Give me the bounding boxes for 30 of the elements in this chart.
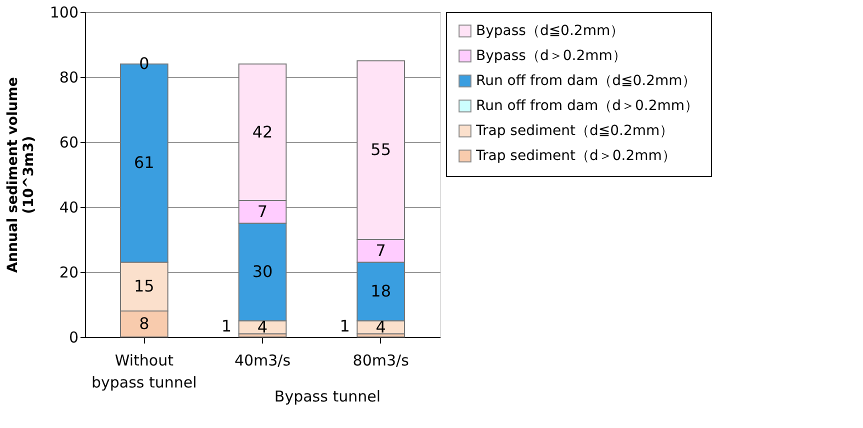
data-label: 7 — [376, 240, 386, 260]
y-tick-label: 100 — [50, 4, 78, 22]
y-tick-label: 40 — [59, 198, 78, 216]
data-label: 4 — [257, 317, 268, 336]
y-tick-label: 20 — [59, 264, 78, 282]
data-label: 1 — [221, 316, 232, 336]
legend-label: Bypass（d≦0.2mm） — [476, 23, 624, 39]
x-tick-label: 80m3/s — [352, 352, 410, 370]
data-label: 15 — [134, 276, 154, 296]
data-label: 8 — [139, 314, 150, 333]
data-label: 4 — [376, 317, 386, 336]
data-label: 30 — [252, 262, 273, 281]
y-tick-label: 60 — [59, 134, 78, 152]
data-label: 18 — [370, 282, 392, 300]
data-label: 7 — [257, 202, 268, 221]
data-label: 55 — [370, 140, 392, 160]
x-tick-label: 40m3/s — [234, 352, 291, 370]
data-label: 61 — [134, 153, 154, 172]
x-axis-title: Bypass tunnel — [274, 388, 380, 406]
x-tick-label: Without bypass tunnel — [92, 352, 197, 392]
y-tick-label: 0 — [68, 328, 78, 346]
legend-label: Trap sediment（d＞0.2mm） — [475, 148, 676, 164]
data-label: 1 — [340, 316, 350, 336]
y-tick-label: 80 — [59, 68, 78, 86]
legend-label: Run off from dam（d≦0.2mm） — [476, 73, 696, 89]
data-label: 42 — [252, 122, 273, 142]
y-axis-title: Annual sediment volume (10^3m3) — [4, 77, 37, 273]
legend-label: Bypass（d＞0.2mm） — [476, 48, 626, 64]
legend-label: Run off from dam（d＞0.2mm） — [476, 98, 699, 114]
legend-label: Trap sediment（d≦0.2mm） — [475, 123, 674, 139]
